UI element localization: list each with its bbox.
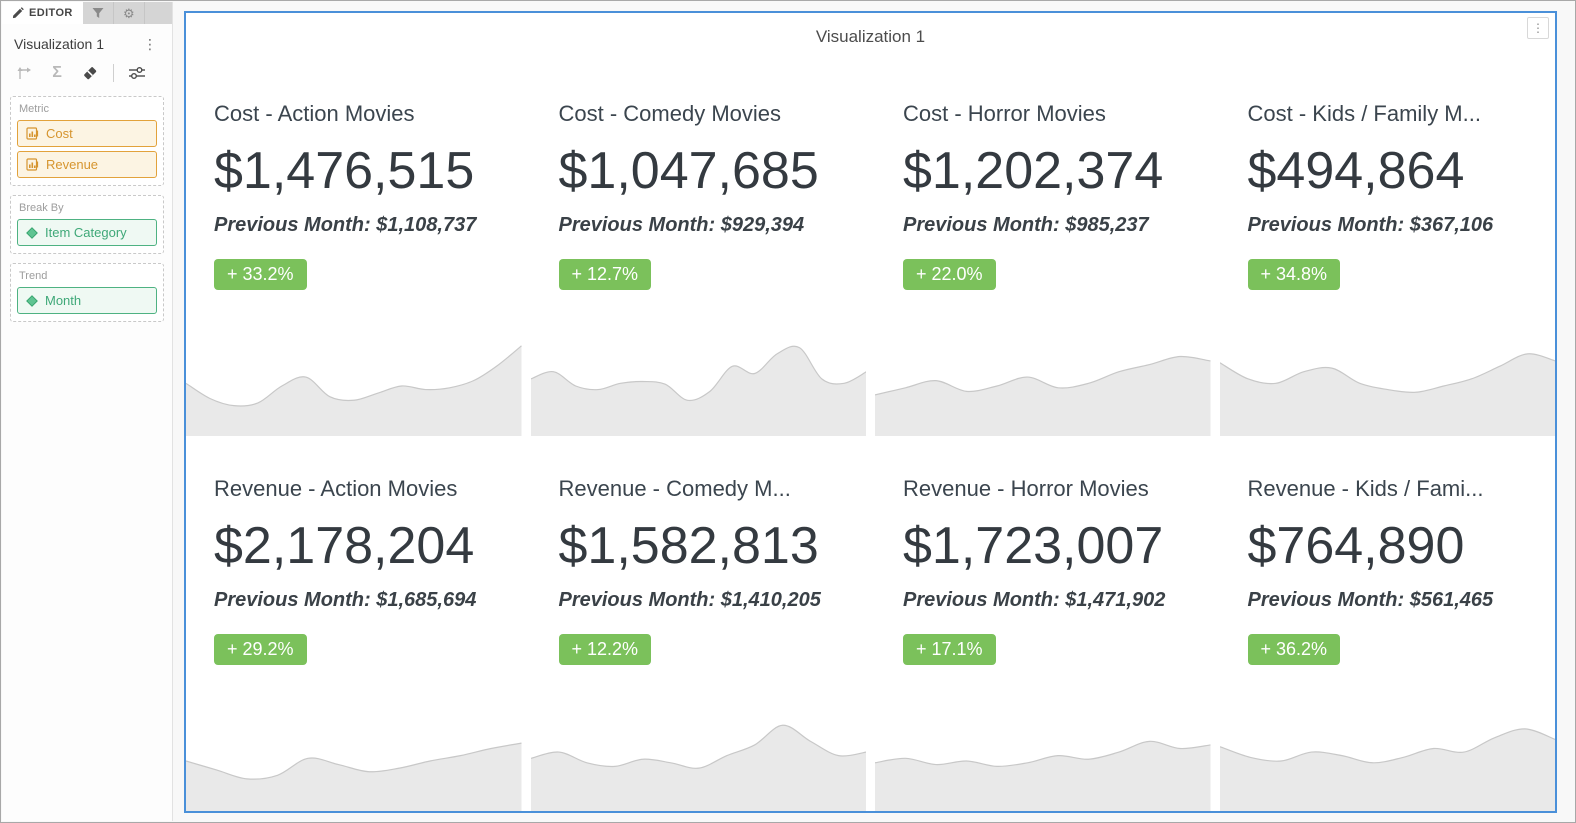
- editor-tabbar: EDITOR ⚙: [2, 2, 172, 24]
- visualization-kebab-menu[interactable]: ⋮: [1527, 17, 1549, 39]
- kpi-card-cost-kids-family: Cost - Kids / Family M... $494,864 Previ…: [1219, 61, 1555, 436]
- kpi-value: $1,202,374: [903, 142, 1164, 200]
- kpi-change-badge: + 22.0%: [903, 259, 996, 291]
- filter-icon: [92, 8, 104, 18]
- sidebar-header: Visualization 1 ⋮: [2, 24, 172, 52]
- drop-zone-label: Metric: [19, 103, 49, 115]
- kpi-previous-value: Previous Month: $367,106: [1247, 214, 1494, 237]
- metric-icon: [26, 158, 39, 171]
- kpi-title: Cost - Kids / Family M...: [1247, 101, 1481, 126]
- totals-sigma-icon[interactable]: Σ: [52, 64, 62, 81]
- drop-zone-label: Break By: [19, 202, 64, 214]
- tab-settings[interactable]: ⚙: [114, 2, 145, 24]
- kpi-sparkline: [875, 336, 1211, 436]
- pencil-icon: [12, 7, 24, 19]
- kpi-sparkline: [530, 336, 866, 436]
- eraser-icon[interactable]: [80, 63, 100, 83]
- sidebar-toolbar: Σ: [2, 52, 172, 87]
- kpi-sparkline: [186, 711, 522, 811]
- editor-sidebar: EDITOR ⚙ Visualization 1 ⋮: [2, 2, 173, 821]
- visualization-title: Visualization 1: [815, 27, 926, 46]
- toolbar-divider: [113, 64, 114, 82]
- chip-label: Item Category: [45, 225, 127, 240]
- kpi-change-badge: + 17.1%: [903, 634, 996, 666]
- kpi-card-revenue-comedy: Revenue - Comedy M... $1,582,813 Previou…: [530, 436, 866, 811]
- metric-icon: [26, 127, 39, 140]
- gear-icon: ⚙: [122, 5, 135, 21]
- kpi-sparkline: [1219, 336, 1555, 436]
- drop-zone-label: Trend: [19, 270, 48, 282]
- kpi-change-badge: + 36.2%: [1247, 634, 1341, 666]
- drop-zone-trend[interactable]: Trend Month: [10, 263, 164, 322]
- kpi-title: Cost - Horror Movies: [903, 101, 1106, 126]
- kpi-change-badge: + 12.7%: [558, 259, 652, 291]
- kpi-sparkline: [875, 711, 1211, 811]
- attribute-diamond-icon: [26, 226, 38, 239]
- kpi-value: $1,723,007: [903, 517, 1164, 575]
- chip-label: Month: [45, 293, 82, 308]
- kpi-value: $764,890: [1247, 517, 1465, 575]
- kpi-value: $1,582,813: [558, 517, 819, 575]
- kpi-sparkline: [186, 336, 522, 436]
- kpi-card-cost-horror: Cost - Horror Movies $1,202,374 Previous…: [875, 61, 1211, 436]
- kpi-card-cost-action: Cost - Action Movies $1,476,515 Previous…: [186, 61, 522, 436]
- kpi-previous-value: Previous Month: $1,410,205: [558, 589, 821, 612]
- drop-zone-metric[interactable]: Metric Cost Reven: [10, 96, 164, 186]
- attribute-diamond-icon: [26, 294, 38, 307]
- kpi-previous-value: Previous Month: $1,685,694: [214, 589, 477, 612]
- chip-label: Revenue: [46, 157, 99, 172]
- kpi-previous-value: Previous Month: $1,471,902: [903, 589, 1166, 612]
- kpi-change-badge: + 33.2%: [214, 259, 307, 291]
- chip-item-category[interactable]: Item Category: [17, 219, 157, 246]
- kpi-previous-value: Previous Month: $985,237: [903, 214, 1149, 237]
- chip-revenue[interactable]: Revenue: [17, 151, 157, 178]
- kpi-change-badge: + 34.8%: [1247, 259, 1341, 291]
- kpi-previous-value: Previous Month: $561,465: [1247, 589, 1494, 612]
- kpi-grid: Cost - Action Movies $1,476,515 Previous…: [186, 61, 1555, 811]
- kpi-title: Revenue - Comedy M...: [558, 476, 791, 501]
- visualization-panel[interactable]: Visualization 1 ⋮ Cost - Action Movies $…: [184, 11, 1557, 813]
- kpi-value: $1,476,515: [214, 142, 475, 200]
- kpi-title: Revenue - Kids / Fami...: [1247, 476, 1484, 501]
- chip-month[interactable]: Month: [17, 287, 157, 314]
- kpi-change-badge: + 12.2%: [558, 634, 652, 666]
- format-sliders-icon[interactable]: [127, 63, 147, 83]
- kpi-previous-value: Previous Month: $1,108,737: [214, 214, 477, 237]
- drop-zone-break-by[interactable]: Break By Item Category: [10, 195, 164, 254]
- sidebar-kebab-menu[interactable]: ⋮: [143, 36, 157, 52]
- chip-label: Cost: [46, 126, 73, 141]
- kpi-sparkline: [1219, 711, 1555, 811]
- kpi-sparkline: [530, 711, 866, 811]
- kpi-card-revenue-horror: Revenue - Horror Movies $1,723,007 Previ…: [875, 436, 1211, 811]
- kpi-value: $2,178,204: [214, 517, 475, 575]
- kpi-title: Cost - Comedy Movies: [558, 101, 782, 126]
- kpi-card-revenue-action: Revenue - Action Movies $2,178,204 Previ…: [186, 436, 522, 811]
- kpi-title: Cost - Action Movies: [214, 101, 415, 126]
- tab-filter[interactable]: [83, 2, 114, 24]
- chip-cost[interactable]: Cost: [17, 120, 157, 147]
- kpi-title: Revenue - Horror Movies: [903, 476, 1149, 501]
- tab-editor-label: EDITOR: [29, 7, 73, 19]
- kpi-card-revenue-kids-family: Revenue - Kids / Fami... $764,890 Previo…: [1219, 436, 1555, 811]
- swap-axes-icon[interactable]: [14, 63, 34, 83]
- kpi-card-cost-comedy: Cost - Comedy Movies $1,047,685 Previous…: [530, 61, 866, 436]
- tab-editor[interactable]: EDITOR: [2, 2, 83, 24]
- kpi-previous-value: Previous Month: $929,394: [558, 214, 805, 237]
- kpi-value: $494,864: [1247, 142, 1465, 200]
- kpi-value: $1,047,685: [558, 142, 819, 200]
- kpi-change-badge: + 29.2%: [214, 634, 307, 666]
- kpi-title: Revenue - Action Movies: [214, 476, 458, 501]
- sidebar-visualization-title: Visualization 1: [14, 36, 105, 52]
